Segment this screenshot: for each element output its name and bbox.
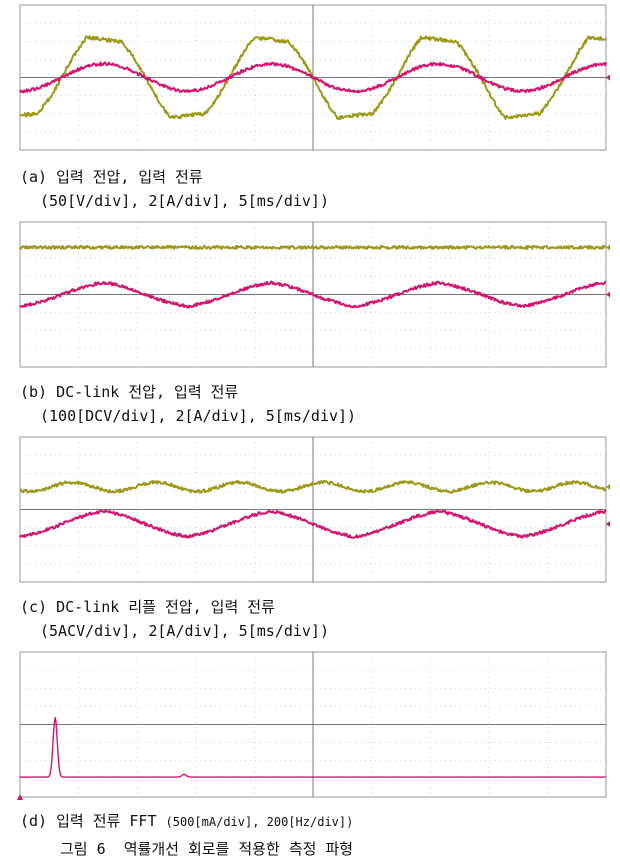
caption-a-line1: (a) 입력 전압, 입력 전류 (20, 168, 203, 187)
caption-c-line1: (c) DC-link 리플 전압, 입력 전류 (20, 598, 275, 617)
caption-a-line2: (50[V/div], 2[A/div], 5[ms/div]) (40, 192, 329, 211)
channel-marker-right (606, 292, 610, 298)
caption-d: (d) 입력 전류 FFT (500[mA/div], 200[Hz/div]) (20, 812, 353, 832)
channel-marker-right (606, 484, 610, 490)
caption-b-line1: (b) DC-link 전압, 입력 전류 (20, 383, 238, 402)
caption-d-scale: (500[mA/div], 200[Hz/div]) (166, 815, 354, 829)
caption-d-main: (d) 입력 전류 FFT (20, 812, 166, 830)
channel-marker-right (606, 521, 610, 527)
caption-b-line2: (100[DCV/div], 2[A/div], 5[ms/div]) (40, 407, 356, 426)
caption-c-line2: (5ACV/div], 2[A/div], 5[ms/div]) (40, 622, 329, 641)
channel-marker-right (606, 75, 610, 81)
channel-marker-right (606, 244, 610, 250)
figure-caption: 그림 6 역률개선 회로를 적용한 측정 파형 (60, 838, 353, 859)
